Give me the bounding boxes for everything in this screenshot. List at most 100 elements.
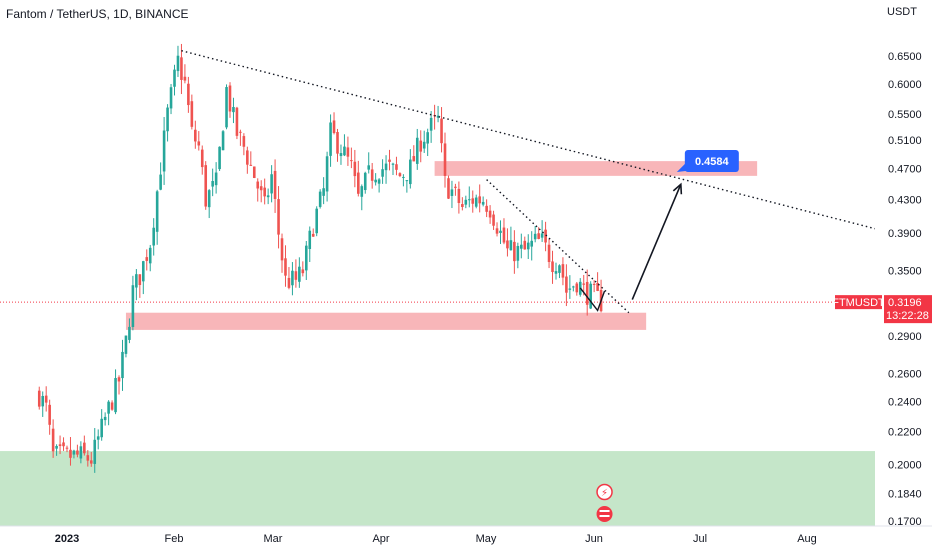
candle-body [409, 159, 412, 185]
candle-body [242, 136, 246, 147]
candle-body [148, 247, 152, 264]
candle-body [207, 190, 211, 208]
candle-body [322, 188, 325, 196]
price-tick-label: 0.3500 [888, 266, 922, 278]
candle-body [381, 169, 384, 177]
candle-body [138, 274, 142, 286]
time-tick-label: 2023 [55, 533, 79, 545]
candle-body [509, 240, 513, 251]
candle-body [402, 176, 405, 178]
candle-body [176, 55, 180, 72]
candle-body [51, 428, 55, 452]
candle-body [298, 266, 301, 282]
candle-body [225, 87, 228, 128]
price-tick-label: 0.2200 [888, 427, 922, 439]
candle-body [478, 196, 481, 204]
candle-body [450, 189, 454, 196]
candle-body [228, 85, 232, 112]
price-axis-bg [875, 0, 932, 550]
candle-body [447, 178, 450, 199]
candle-body [537, 233, 540, 239]
candle-body [544, 229, 547, 243]
symbol-tag [835, 295, 882, 310]
time-tick-label: Apr [372, 533, 389, 545]
candle-body [422, 141, 426, 149]
candle-body [592, 283, 596, 285]
candle-body [311, 233, 315, 237]
candle-body [551, 261, 554, 273]
candle-body [318, 191, 322, 207]
candle-body [273, 170, 277, 199]
candle-body [194, 129, 197, 142]
candle-body [353, 161, 357, 177]
candle-body [325, 156, 329, 192]
price-tick-label: 0.6000 [888, 79, 922, 91]
candle-body [200, 149, 204, 168]
pattern-lines [579, 287, 606, 312]
candle-body [37, 390, 41, 407]
candle-body [155, 191, 159, 232]
candle-body [474, 197, 478, 207]
candle-body [235, 107, 239, 136]
candle-body [547, 244, 551, 263]
candle-body [523, 240, 527, 250]
candle-body [65, 447, 69, 449]
candle-body [419, 140, 423, 152]
candle-body [429, 117, 433, 131]
demand-zone [0, 451, 875, 526]
candle-body [308, 230, 312, 249]
candle-body [481, 201, 485, 205]
candle-body [357, 172, 360, 194]
candle-body [86, 455, 90, 461]
candle-body [128, 326, 131, 340]
candle-body [44, 395, 48, 403]
price-tick-label: 0.6500 [888, 51, 922, 63]
candle-body [554, 271, 558, 274]
candle-body [443, 143, 447, 176]
price-axis-unit: USDT [887, 6, 917, 18]
candle-body [58, 444, 62, 446]
candle-body [291, 270, 294, 286]
candle-body [159, 174, 162, 190]
candle-body [388, 159, 391, 162]
candle-body [384, 163, 388, 171]
candle-body [506, 240, 509, 249]
candle-body [488, 210, 492, 218]
candle-body [249, 164, 253, 166]
candle-body [55, 445, 58, 449]
candle-body [76, 450, 79, 455]
candle-body [415, 137, 419, 164]
candle-body [204, 165, 208, 207]
candle-body [284, 258, 287, 276]
candle-body [180, 57, 183, 80]
candle-body [121, 351, 124, 379]
candle-body [426, 132, 429, 144]
chart-zones [0, 161, 875, 526]
candle-body [48, 404, 51, 425]
candle-body [485, 205, 488, 212]
candle-body [471, 198, 475, 204]
symbol-tag-label: FTMUSDT [832, 297, 885, 309]
candle-body [561, 264, 565, 278]
candle-body [190, 101, 194, 127]
candle-body [79, 446, 83, 459]
candle-body [270, 174, 273, 194]
candle-body [72, 450, 76, 455]
last-price-label: 0.3196 [888, 297, 922, 309]
price-tick-label: 0.4700 [888, 163, 922, 175]
candle-body [169, 87, 173, 109]
arrow-head [672, 182, 683, 195]
candle-body [572, 286, 575, 288]
candle-body [114, 378, 117, 413]
candle-body [596, 282, 599, 291]
candle-body [221, 131, 225, 151]
candle-body [377, 179, 381, 184]
time-axis-bg [0, 526, 932, 550]
price-axis: USDT 0.6500 0.6000 0.5500 0.5100 0.4700 0.4300… [832, 0, 932, 550]
candle-body [211, 180, 214, 187]
price-tick-label: 0.2400 [888, 396, 922, 408]
short-trendline [486, 179, 630, 314]
candle-body [436, 115, 440, 118]
price-tick-label: 0.4300 [888, 194, 922, 206]
